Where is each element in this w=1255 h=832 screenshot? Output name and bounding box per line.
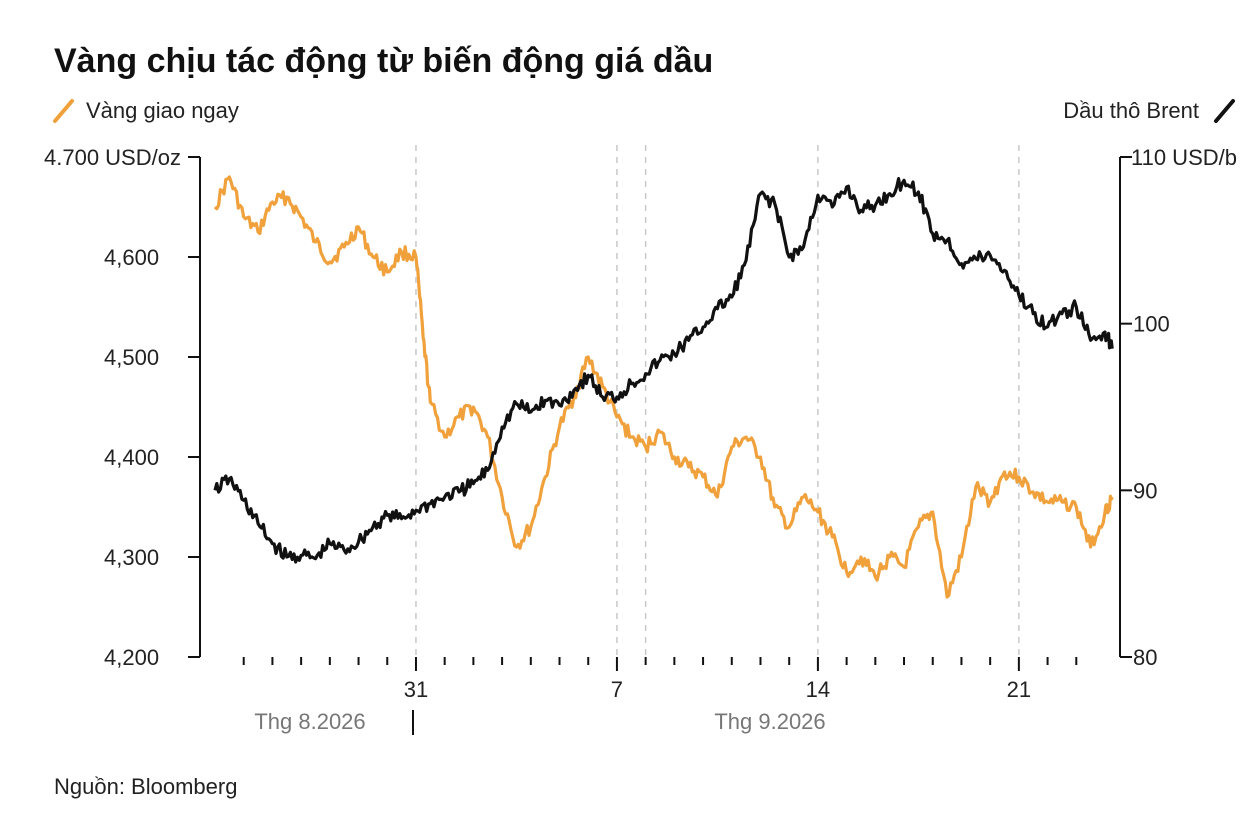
series-layer bbox=[213, 175, 1114, 599]
chart-title: Vàng chịu tác động từ biến động giá dầu bbox=[54, 42, 713, 80]
y-left-label-4400: 4,400 bbox=[104, 445, 159, 470]
x-month-label-1: Thg 9.2026 bbox=[714, 709, 825, 734]
axis-labels: 4.700 USD/oz 4,600 4,500 4,400 4,300 4,200 110… bbox=[44, 145, 1237, 734]
source-note: Nguồn: Bloomberg bbox=[54, 774, 237, 799]
series-line-brent bbox=[213, 177, 1114, 564]
legend-right: Dầu thô Brent bbox=[1063, 98, 1235, 123]
x-label-2026-09-07: 7 bbox=[611, 677, 623, 702]
legend-brent-swatch bbox=[1214, 99, 1235, 123]
y-right-label-80: 80 bbox=[1133, 645, 1157, 670]
legend-brent-label: Dầu thô Brent bbox=[1063, 98, 1199, 123]
y-left-label-4600: 4,600 bbox=[104, 245, 159, 270]
y-left-label-4500: 4,500 bbox=[104, 345, 159, 370]
legend-gold-label: Vàng giao ngay bbox=[86, 98, 239, 123]
x-month-label-0: Thg 8.2026 bbox=[254, 709, 365, 734]
y-right-label-110: 110 USD/b bbox=[1131, 145, 1237, 170]
x-label-2026-09-14: 14 bbox=[806, 677, 830, 702]
y-left-label-4200: 4,200 bbox=[104, 645, 159, 670]
legend-left: Vàng giao ngay bbox=[53, 98, 239, 123]
axes bbox=[188, 156, 1132, 735]
x-label-2026-09-21: 21 bbox=[1007, 677, 1031, 702]
y-right-label-100: 100 bbox=[1133, 312, 1170, 337]
y-left-label-4300: 4,300 bbox=[104, 545, 159, 570]
legend-gold-swatch bbox=[53, 99, 74, 123]
y-right-label-90: 90 bbox=[1133, 478, 1157, 503]
y-left-label-4700: 4.700 USD/oz bbox=[44, 145, 181, 170]
series-line-gold bbox=[213, 175, 1114, 599]
x-label-2026-08-31: 31 bbox=[404, 677, 428, 702]
